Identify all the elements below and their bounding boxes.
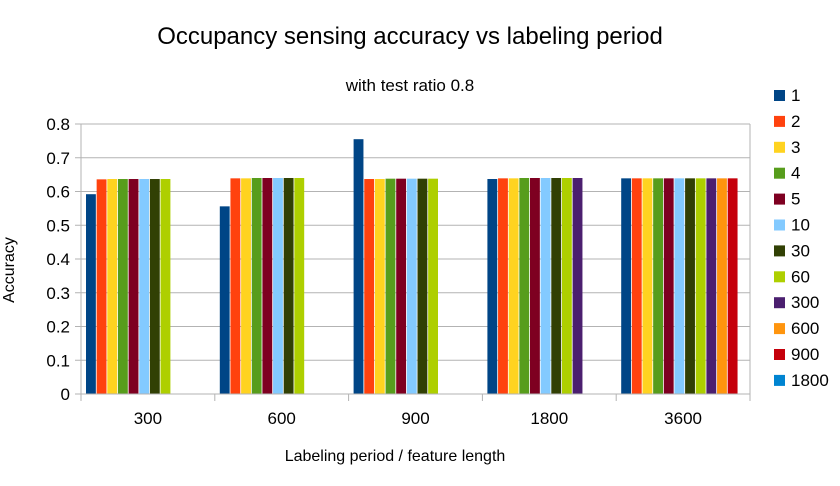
bar xyxy=(621,178,632,394)
chart-title: Occupancy sensing accuracy vs labeling p… xyxy=(157,23,663,50)
bar xyxy=(241,178,251,394)
bar xyxy=(428,178,438,394)
legend-swatch xyxy=(774,219,785,231)
bar xyxy=(364,179,375,394)
bar xyxy=(230,178,241,394)
legend-swatch xyxy=(774,90,785,101)
legend: 1 2 3 4 5 10 30 60 300 600 900 1800 xyxy=(774,86,829,390)
bar xyxy=(273,178,283,394)
y-tick-label: 0.7 xyxy=(46,149,70,168)
x-tick-label: 1800 xyxy=(530,409,568,428)
x-tick-label: 600 xyxy=(268,409,296,428)
y-tick-label: 0.3 xyxy=(46,284,70,303)
bar xyxy=(695,178,706,394)
bar xyxy=(717,178,727,394)
bar xyxy=(417,178,428,394)
legend-label: 3 xyxy=(791,138,800,157)
bar xyxy=(530,178,540,394)
bars xyxy=(86,139,738,394)
legend-swatch xyxy=(774,245,785,257)
legend-swatch xyxy=(774,374,785,386)
bar xyxy=(262,178,273,394)
y-tick-labels: 0 0.1 0.2 0.3 0.4 0.5 0.6 0.7 0.8 xyxy=(46,115,70,404)
legend-swatch xyxy=(774,193,785,205)
y-tick-label: 0.5 xyxy=(46,216,70,235)
legend-swatch xyxy=(774,297,785,309)
bar xyxy=(160,179,171,394)
y-tick-label: 0.2 xyxy=(46,318,70,337)
bar xyxy=(283,178,294,394)
bar xyxy=(353,139,364,394)
bar xyxy=(663,178,674,394)
bar xyxy=(653,178,663,394)
bar xyxy=(498,178,508,394)
bar xyxy=(706,178,717,394)
y-tick-label: 0.1 xyxy=(46,351,70,370)
legend-swatch xyxy=(774,323,785,335)
bar xyxy=(561,178,572,394)
legend-label: 5 xyxy=(791,190,800,209)
legend-label: 4 xyxy=(791,164,800,183)
legend-swatch xyxy=(774,271,785,283)
legend-swatch xyxy=(774,141,785,153)
legend-label: 1800 xyxy=(791,371,829,390)
y-tick-label: 0.8 xyxy=(46,115,70,134)
x-axis-label: Labeling period / feature length xyxy=(285,448,506,465)
legend-swatch xyxy=(774,167,785,179)
legend-label: 60 xyxy=(791,267,810,286)
y-axis-label: Accuracy xyxy=(1,237,18,303)
x-tick-labels: 300 600 900 1800 3600 xyxy=(134,409,702,428)
legend-label: 30 xyxy=(791,241,810,260)
legend-label: 600 xyxy=(791,319,819,338)
bar xyxy=(385,178,396,394)
bar xyxy=(727,178,738,394)
bar xyxy=(642,178,653,394)
bar xyxy=(487,179,498,394)
bar xyxy=(251,178,262,394)
bar xyxy=(219,206,230,394)
axes xyxy=(75,124,751,401)
bar xyxy=(139,179,150,394)
x-tick-label: 300 xyxy=(134,409,162,428)
bar xyxy=(572,178,583,394)
bar xyxy=(128,179,139,394)
bar xyxy=(631,178,642,394)
bar xyxy=(294,178,305,394)
bar xyxy=(396,178,407,394)
bar xyxy=(149,179,160,394)
x-tick-label: 3600 xyxy=(664,409,702,428)
x-tick-label: 900 xyxy=(401,409,429,428)
bar xyxy=(107,179,118,394)
legend-label: 10 xyxy=(791,216,810,235)
bar xyxy=(519,178,530,394)
legend-label: 300 xyxy=(791,293,819,312)
y-tick-label: 0 xyxy=(61,385,70,404)
bar xyxy=(406,178,417,394)
legend-label: 2 xyxy=(791,112,800,131)
bar xyxy=(551,178,562,394)
bar xyxy=(508,178,519,394)
bar xyxy=(86,194,96,394)
bar xyxy=(540,178,551,394)
bar xyxy=(685,178,695,394)
chart-subtitle: with test ratio 0.8 xyxy=(345,76,475,95)
bar xyxy=(96,179,107,394)
legend-label: 900 xyxy=(791,345,819,364)
legend-label: 1 xyxy=(791,86,800,105)
y-tick-label: 0.4 xyxy=(46,250,70,269)
bar xyxy=(374,179,385,394)
legend-swatch xyxy=(774,115,785,127)
bar xyxy=(117,179,128,394)
bar xyxy=(674,178,685,394)
y-tick-label: 0.6 xyxy=(46,183,70,202)
legend-swatch xyxy=(774,349,785,360)
